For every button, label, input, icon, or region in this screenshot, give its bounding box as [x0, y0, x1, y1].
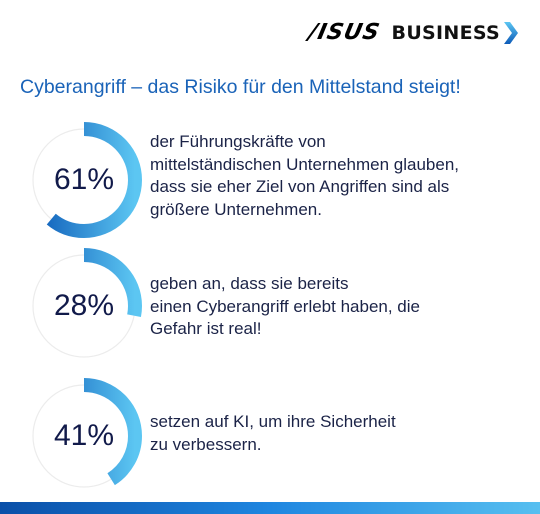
progress-ring-3 [24, 376, 144, 496]
stat-item-1: 61% der Führungskräfte von mittelständis… [24, 120, 524, 240]
stat-item-3: 41% setzen auf KI, um ihre Sicherheit zu… [24, 376, 524, 496]
stat-percentage-3: 41% [53, 419, 115, 452]
stat-percentage-2: 28% [53, 289, 115, 322]
ring-svg [26, 378, 142, 494]
description-line: Gefahr ist real! [150, 319, 262, 338]
progress-ring-1 [24, 120, 144, 240]
page-title: Cyberangriff – das Risiko für den Mittel… [20, 76, 461, 98]
ring-value-arc [26, 378, 142, 494]
asus-business-logo: /ISUS BUSINESS [306, 20, 518, 45]
description-line: der Führungskräfte von [150, 132, 326, 151]
bottom-gradient-bar [0, 502, 540, 514]
stat-description-3: setzen auf KI, um ihre Sicherheit zu ver… [150, 411, 530, 456]
description-line: setzen auf KI, um ihre Sicherheit [150, 412, 396, 431]
chevron-right-icon [504, 21, 518, 44]
ring-value-arc [26, 248, 142, 364]
description-line: einen Cyberangriff erlebt haben, die [150, 296, 420, 316]
stat-percentage-1: 61% [53, 163, 115, 196]
logo-asus-wordmark: /ISUS [306, 20, 383, 45]
ring-svg [26, 122, 142, 238]
description-line: geben an, dass sie bereits [150, 274, 349, 293]
progress-ring-2 [24, 246, 144, 366]
description-line: größere Unternehmen. [150, 199, 322, 219]
description-line: zu verbessern. [150, 434, 262, 454]
ring-svg [26, 248, 142, 364]
description-line: dass sie eher Ziel von Angriffen sind al… [150, 177, 450, 196]
logo-business-wordmark: BUSINESS [391, 21, 500, 44]
description-line: mittelständischen Unternehmen glauben, [150, 154, 460, 174]
ring-value-arc [26, 122, 142, 238]
stat-description-2: geben an, dass sie bereits einen Cyberan… [150, 273, 530, 341]
stat-description-1: der Führungskräfte von mittelständischen… [150, 131, 530, 221]
stat-item-2: 28% geben an, dass sie bereits einen Cyb… [24, 246, 524, 366]
